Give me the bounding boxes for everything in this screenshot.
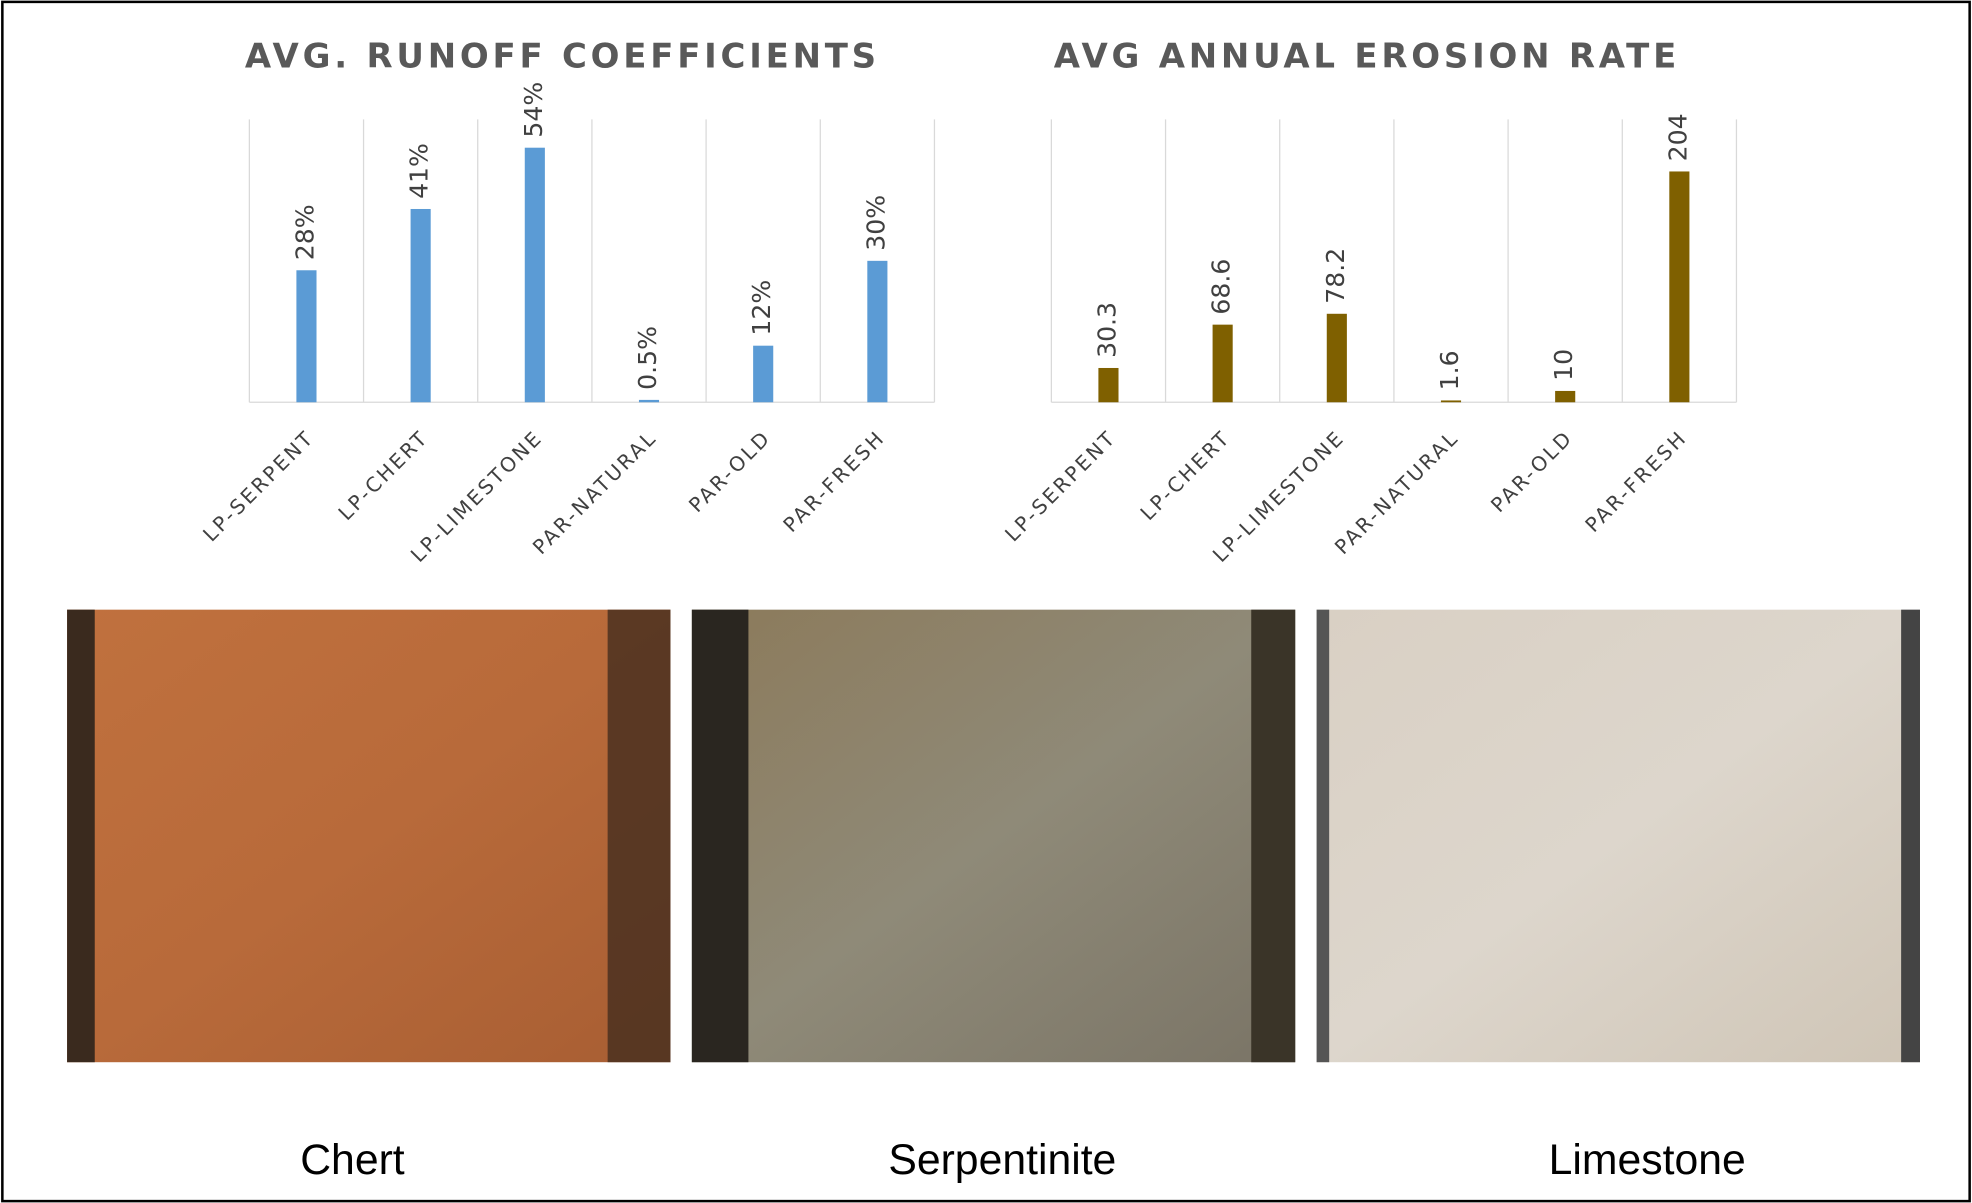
photo-serpentinite: [691, 609, 1296, 1063]
chart-title: AVG ANNUAL EROSION RATE: [1054, 36, 1680, 76]
photo-chert: [67, 609, 671, 1063]
value-label: 0.5%: [633, 326, 662, 390]
value-label: 30.3: [1092, 302, 1121, 358]
bar: [753, 345, 774, 403]
value-label: 78.2: [1321, 248, 1350, 304]
value-label: 68.6: [1207, 259, 1236, 315]
bar: [524, 147, 545, 403]
value-label: 1.6: [1435, 350, 1464, 390]
bar: [296, 270, 317, 403]
value-label: 28%: [290, 204, 319, 260]
photo-limestone: [1316, 609, 1920, 1063]
bar: [1098, 367, 1119, 403]
value-label: 10: [1549, 349, 1578, 381]
value-label: 41%: [405, 143, 434, 199]
bar: [1326, 313, 1347, 403]
bar: [1669, 171, 1690, 403]
bar: [1440, 400, 1462, 403]
caption: Serpentinite: [888, 1136, 1116, 1184]
bar: [867, 260, 888, 403]
value-label: 54%: [519, 82, 548, 138]
caption: Limestone: [1549, 1136, 1746, 1184]
bar: [410, 208, 431, 403]
chart-title: AVG. RUNOFF COEFFICIENTS: [245, 36, 880, 76]
bar: [1555, 390, 1576, 403]
caption: Chert: [300, 1136, 405, 1184]
bar: [1212, 324, 1233, 403]
value-label: 30%: [861, 195, 890, 251]
value-label: 204: [1663, 113, 1692, 161]
bar: [638, 399, 660, 403]
value-label: 12%: [747, 280, 776, 336]
